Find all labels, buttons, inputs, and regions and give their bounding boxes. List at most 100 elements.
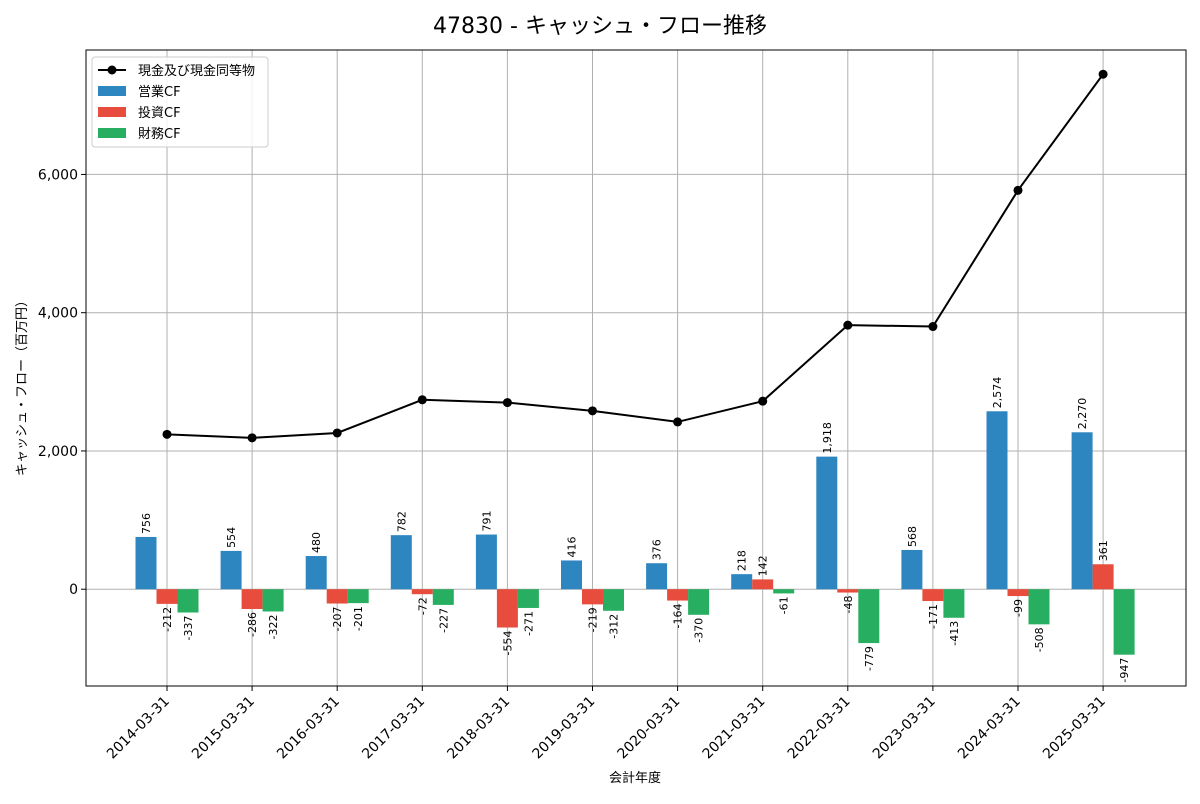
bar-1 (561, 560, 582, 590)
bar-1 (816, 456, 838, 590)
bar-value-label: -219 (587, 607, 600, 632)
bar-value-label: -171 (927, 604, 940, 629)
cash-point (417, 395, 427, 405)
legend-swatch (98, 107, 126, 117)
legend-label: 営業CF (138, 84, 181, 100)
bar-value-label: -779 (863, 646, 876, 671)
cash-point (1013, 185, 1023, 195)
bar-value-label: 376 (651, 539, 664, 560)
plot-frame (85, 49, 1187, 687)
bar-2 (922, 589, 944, 602)
bar-3 (347, 589, 369, 604)
bar-2 (582, 589, 603, 605)
bar-3 (1113, 589, 1135, 655)
bar-value-label: 142 (757, 555, 770, 576)
bar-value-label: -72 (416, 597, 429, 615)
cash-point (588, 406, 597, 416)
bar-value-label: 2,574 (991, 377, 1004, 409)
bar-value-label: -322 (267, 614, 280, 639)
bar-2 (752, 579, 774, 590)
cash-point (502, 398, 512, 408)
cash-point (162, 429, 172, 439)
bar-1 (986, 411, 1008, 590)
bar-value-label: -201 (352, 606, 365, 631)
bar-2 (1007, 589, 1029, 597)
bar-value-label: -99 (1012, 599, 1025, 617)
bar-value-label: -207 (331, 607, 344, 632)
y-tick-label: 2,000 (38, 444, 78, 460)
bar-2 (837, 589, 859, 593)
cash-point (843, 320, 853, 330)
cash-point (1098, 69, 1108, 79)
bar-2 (411, 589, 433, 595)
bar-value-label: 1,918 (821, 422, 834, 454)
bar-1 (220, 550, 242, 590)
bar-1 (646, 563, 668, 590)
bar-value-label: 554 (225, 527, 238, 548)
cash-point (928, 322, 938, 332)
bar-3 (943, 589, 965, 618)
y-tick-label: 6,000 (38, 167, 78, 183)
bar-3 (773, 589, 795, 594)
bar-3 (603, 589, 624, 611)
bar-2 (1092, 564, 1114, 590)
bar-value-label: -286 (246, 612, 259, 637)
bar-3 (177, 589, 199, 613)
bar-1 (1071, 432, 1093, 590)
cash-line (166, 73, 1104, 439)
bar-value-label: 416 (566, 536, 579, 557)
x-axis-label: 会計年度 (609, 770, 661, 786)
bar-value-label: 791 (480, 511, 493, 532)
bar-value-label: -271 (522, 611, 535, 636)
bar-2 (241, 589, 263, 609)
y-tick-label: 4,000 (38, 306, 78, 322)
bar-2 (326, 589, 348, 604)
bar-value-label: 756 (140, 513, 153, 534)
cash-point (673, 417, 683, 427)
bar-2 (156, 589, 178, 604)
cash-point (247, 433, 257, 443)
cash-point (758, 396, 768, 406)
bar-1 (305, 556, 327, 590)
bar-value-label: -337 (182, 616, 195, 641)
bar-value-label: -554 (501, 631, 514, 656)
legend-label: 現金及び現金同等物 (138, 63, 255, 79)
bar-3 (432, 589, 454, 605)
bar-value-label: -48 (842, 596, 855, 614)
legend-point-marker (107, 65, 117, 75)
bar-value-label: 480 (310, 532, 323, 553)
bar-value-label: -508 (1033, 627, 1046, 652)
bar-1 (901, 549, 923, 590)
bar-3 (688, 589, 710, 615)
data-labels-layer: 756 554 480 782 791 416 376 218 1,918 568 2,574 2,2… (140, 377, 1131, 683)
bar-3 (262, 589, 284, 612)
cash-point (332, 428, 342, 438)
bar-3 (517, 589, 539, 608)
bar-value-label: -227 (437, 608, 450, 633)
bar-1 (390, 535, 412, 590)
bar-2 (496, 589, 518, 628)
bar-1 (135, 536, 157, 590)
grid-layer (86, 50, 1186, 686)
bar-1 (731, 574, 753, 590)
legend-label: 投資CF (138, 105, 181, 121)
bar-1 (475, 534, 497, 590)
legend-label: 財務CF (138, 127, 181, 142)
bar-3 (1028, 589, 1050, 625)
y-axis-label: キャッシュ・フロー（百万円） (15, 294, 30, 476)
bar-2 (667, 589, 689, 601)
bar-value-label: -370 (693, 618, 706, 643)
bar-value-label: -312 (608, 614, 621, 639)
bar-value-label: -947 (1118, 658, 1131, 683)
bar-value-label: -61 (778, 596, 791, 614)
bar-3 (858, 589, 880, 644)
y-tick-label: 0 (69, 582, 78, 598)
bar-value-label: 2,270 (1076, 398, 1089, 430)
line-layer (162, 69, 1108, 443)
bars-layer (135, 411, 1135, 655)
bar-value-label: 568 (906, 526, 919, 547)
bar-value-label: 782 (395, 511, 408, 532)
